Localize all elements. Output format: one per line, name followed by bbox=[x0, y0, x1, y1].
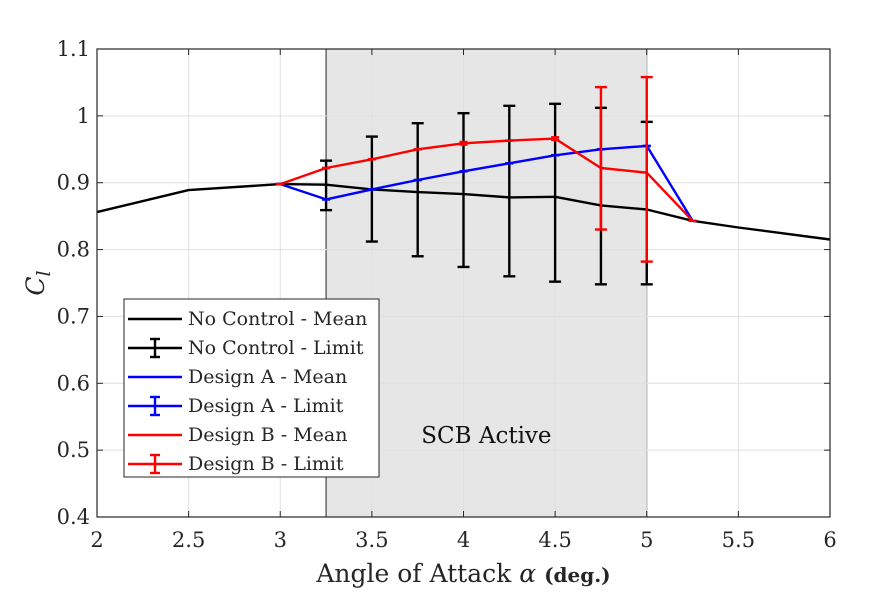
x-tick-label: 4 bbox=[457, 528, 470, 552]
no-control-mean-line bbox=[96, 182, 831, 241]
x-tick-label: 6 bbox=[823, 528, 836, 552]
scb-active-region bbox=[325, 48, 648, 518]
x-axis-label-unit: (deg.) bbox=[544, 563, 611, 587]
y-axis-label-subscript: l bbox=[33, 270, 55, 276]
legend-label: No Control - Limit bbox=[188, 337, 364, 359]
legend-label: Design A - Mean bbox=[188, 366, 347, 388]
legend-item-design-a-limit: Design A - Limit bbox=[128, 395, 344, 417]
legend-box bbox=[123, 298, 380, 478]
y-tick-label: 0.4 bbox=[57, 505, 90, 529]
legend-item-design-b-limit: Design B - Limit bbox=[128, 453, 344, 475]
legend-item-no-control-limit: No Control - Limit bbox=[128, 337, 364, 359]
design-b-mean-line bbox=[279, 137, 694, 222]
series-layer bbox=[96, 75, 831, 286]
legend-item-design-b-mean: Design B - Mean bbox=[128, 424, 347, 446]
y-tick-label: 1.1 bbox=[57, 37, 90, 61]
y-tick-label: 0.5 bbox=[57, 438, 90, 462]
scb-active-label: SCB Active bbox=[421, 423, 551, 449]
y-axis-label-text: C bbox=[21, 276, 50, 295]
legend: No Control - Mean No Control - Limit Desig… bbox=[123, 298, 380, 478]
legend-label: Design B - Mean bbox=[188, 424, 347, 446]
x-tick-label: 3.5 bbox=[355, 528, 388, 552]
x-axis-label-text: Angle of Attack bbox=[315, 559, 512, 588]
x-axis-label: Angle of Attack α (deg.) bbox=[315, 559, 610, 588]
x-axis-label-symbol: α bbox=[519, 559, 536, 588]
legend-label: No Control - Mean bbox=[188, 308, 367, 330]
y-tick-label: 0.9 bbox=[57, 171, 90, 195]
y-tick-label: 0.7 bbox=[57, 304, 90, 328]
x-tick-label: 5 bbox=[640, 528, 653, 552]
y-axis-label: Cl bbox=[21, 270, 55, 295]
x-tick-label: 4.5 bbox=[538, 528, 571, 552]
x-tick-label: 3 bbox=[274, 528, 287, 552]
tick-labels: 2 2.5 3 3.5 4 4.5 5 5.5 6 0.4 0.5 0.6 0.7 0.8 0.9 1 1.1 bbox=[57, 37, 837, 552]
x-tick-label: 2.5 bbox=[172, 528, 205, 552]
design-b-limit-errorbars bbox=[276, 75, 697, 263]
legend-label: Design B - Limit bbox=[188, 453, 344, 475]
legend-item-design-a-mean: Design A - Mean bbox=[128, 366, 347, 388]
y-tick-label: 1 bbox=[77, 104, 90, 128]
tick-marks bbox=[96, 48, 831, 518]
y-tick-label: 0.8 bbox=[57, 238, 90, 262]
y-tick-label: 0.6 bbox=[57, 371, 90, 395]
legend-item-no-control-mean: No Control - Mean bbox=[128, 308, 367, 330]
x-tick-label: 5.5 bbox=[722, 528, 755, 552]
x-tick-label: 2 bbox=[90, 528, 103, 552]
design-a-mean-line bbox=[279, 144, 694, 222]
legend-label: Design A - Limit bbox=[188, 395, 344, 417]
